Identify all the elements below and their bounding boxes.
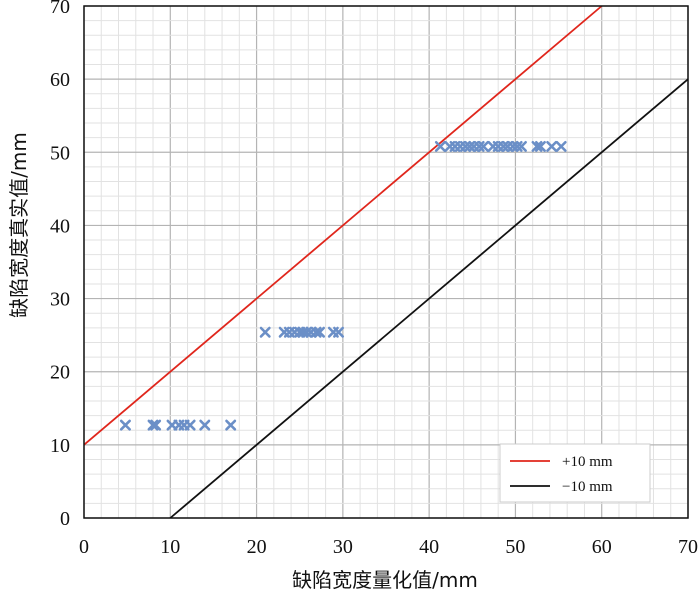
legend-label-minus10: −10 mm (562, 479, 613, 495)
data-point (150, 419, 162, 431)
x-axis-title: 缺陷宽度量化值/mm (292, 568, 478, 592)
data-point (147, 419, 159, 431)
data-point (478, 140, 490, 152)
data-points (119, 140, 567, 431)
data-point (534, 140, 546, 152)
y-tick-label: 50 (50, 142, 70, 164)
y-tick-label: 70 (50, 0, 70, 18)
data-point (333, 326, 345, 338)
y-tick-label: 30 (50, 289, 70, 311)
legend-label-plus10: +10 mm (562, 454, 613, 470)
data-point (555, 140, 567, 152)
tick-labels: 0 10 20 30 40 50 60 70 0 10 20 30 40 50 60 70 (50, 0, 698, 558)
data-point (199, 419, 211, 431)
data-point (434, 140, 446, 152)
y-tick-label: 20 (50, 362, 70, 384)
reference-lines (83, 5, 689, 519)
data-point (515, 140, 527, 152)
y-tick-label: 40 (50, 215, 70, 237)
y-axis-title: 缺陷宽度真实值/mm (7, 132, 31, 318)
series-line-plus10 (83, 5, 603, 446)
data-point (259, 326, 271, 338)
x-tick-label: 20 (247, 536, 267, 558)
data-point (225, 419, 237, 431)
x-tick-label: 10 (160, 536, 180, 558)
x-tick-label: 40 (419, 536, 439, 558)
y-tick-label: 0 (60, 508, 70, 530)
x-tick-label: 30 (333, 536, 353, 558)
y-tick-label: 10 (50, 435, 70, 457)
data-point (546, 140, 558, 152)
data-point (310, 326, 322, 338)
data-point (297, 326, 309, 338)
series-line-minus10 (169, 78, 689, 519)
x-tick-label: 50 (505, 536, 525, 558)
plot-frame (83, 5, 689, 519)
x-tick-label: 60 (592, 536, 612, 558)
x-tick-label: 70 (678, 536, 698, 558)
legend: +10 mm −10 mm (499, 443, 651, 503)
grid-lines (83, 5, 689, 519)
data-point (531, 140, 543, 152)
data-point (119, 419, 131, 431)
legend-box (499, 443, 651, 503)
data-point (314, 326, 326, 338)
x-tick-label: 0 (79, 536, 89, 558)
data-point (184, 419, 196, 431)
y-tick-label: 60 (50, 69, 70, 91)
